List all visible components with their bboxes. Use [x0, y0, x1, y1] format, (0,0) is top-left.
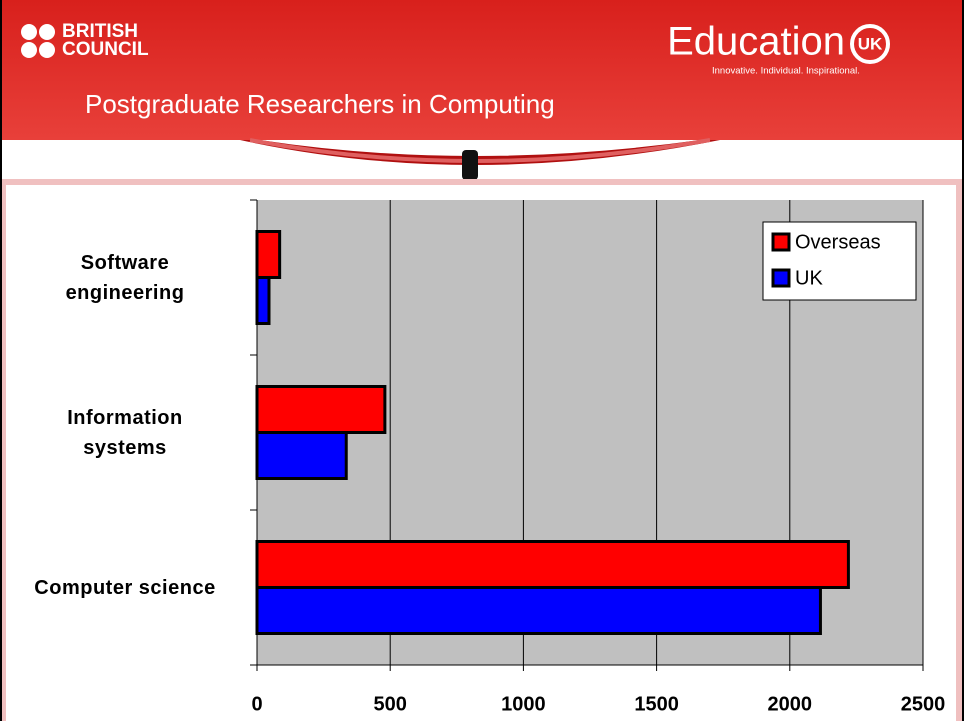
x-tick-label: 1000	[501, 693, 546, 715]
bar	[255, 385, 387, 434]
x-tick-label: 2500	[901, 693, 946, 715]
logo-dot	[39, 42, 55, 58]
x-tick-label: 1500	[634, 693, 679, 715]
x-tick-label: 2000	[768, 693, 813, 715]
legend-label: UK	[795, 267, 823, 289]
bar	[255, 276, 271, 325]
logo-dot	[21, 42, 37, 58]
y-tick-label: Software engineering	[65, 251, 185, 304]
slide-title: Postgraduate Researchers in Computing	[85, 89, 555, 119]
tagline: Innovative. Individual. Inspirational.	[712, 66, 860, 77]
y-tick-label: Computer science	[34, 576, 216, 599]
cable-decoration	[240, 140, 720, 165]
bar	[255, 540, 850, 589]
logo-dot	[39, 24, 55, 40]
x-tick-label: 0	[251, 693, 262, 715]
brand-badge: UK	[858, 34, 883, 53]
logo-dot	[21, 24, 37, 40]
y-tick-label: Information systems	[67, 406, 183, 459]
bar	[255, 586, 822, 635]
legend-swatch	[771, 232, 791, 252]
brand-left: BRITISH COUNCIL	[62, 21, 149, 60]
legend-label: Overseas	[795, 231, 881, 253]
bar	[255, 431, 348, 480]
x-tick-label: 500	[374, 693, 407, 715]
bar	[255, 230, 282, 279]
badge-circle	[850, 24, 890, 64]
cable-tie	[462, 150, 478, 180]
header-band	[0, 0, 964, 140]
brand-right: Education	[667, 20, 845, 64]
legend-swatch	[771, 268, 791, 288]
